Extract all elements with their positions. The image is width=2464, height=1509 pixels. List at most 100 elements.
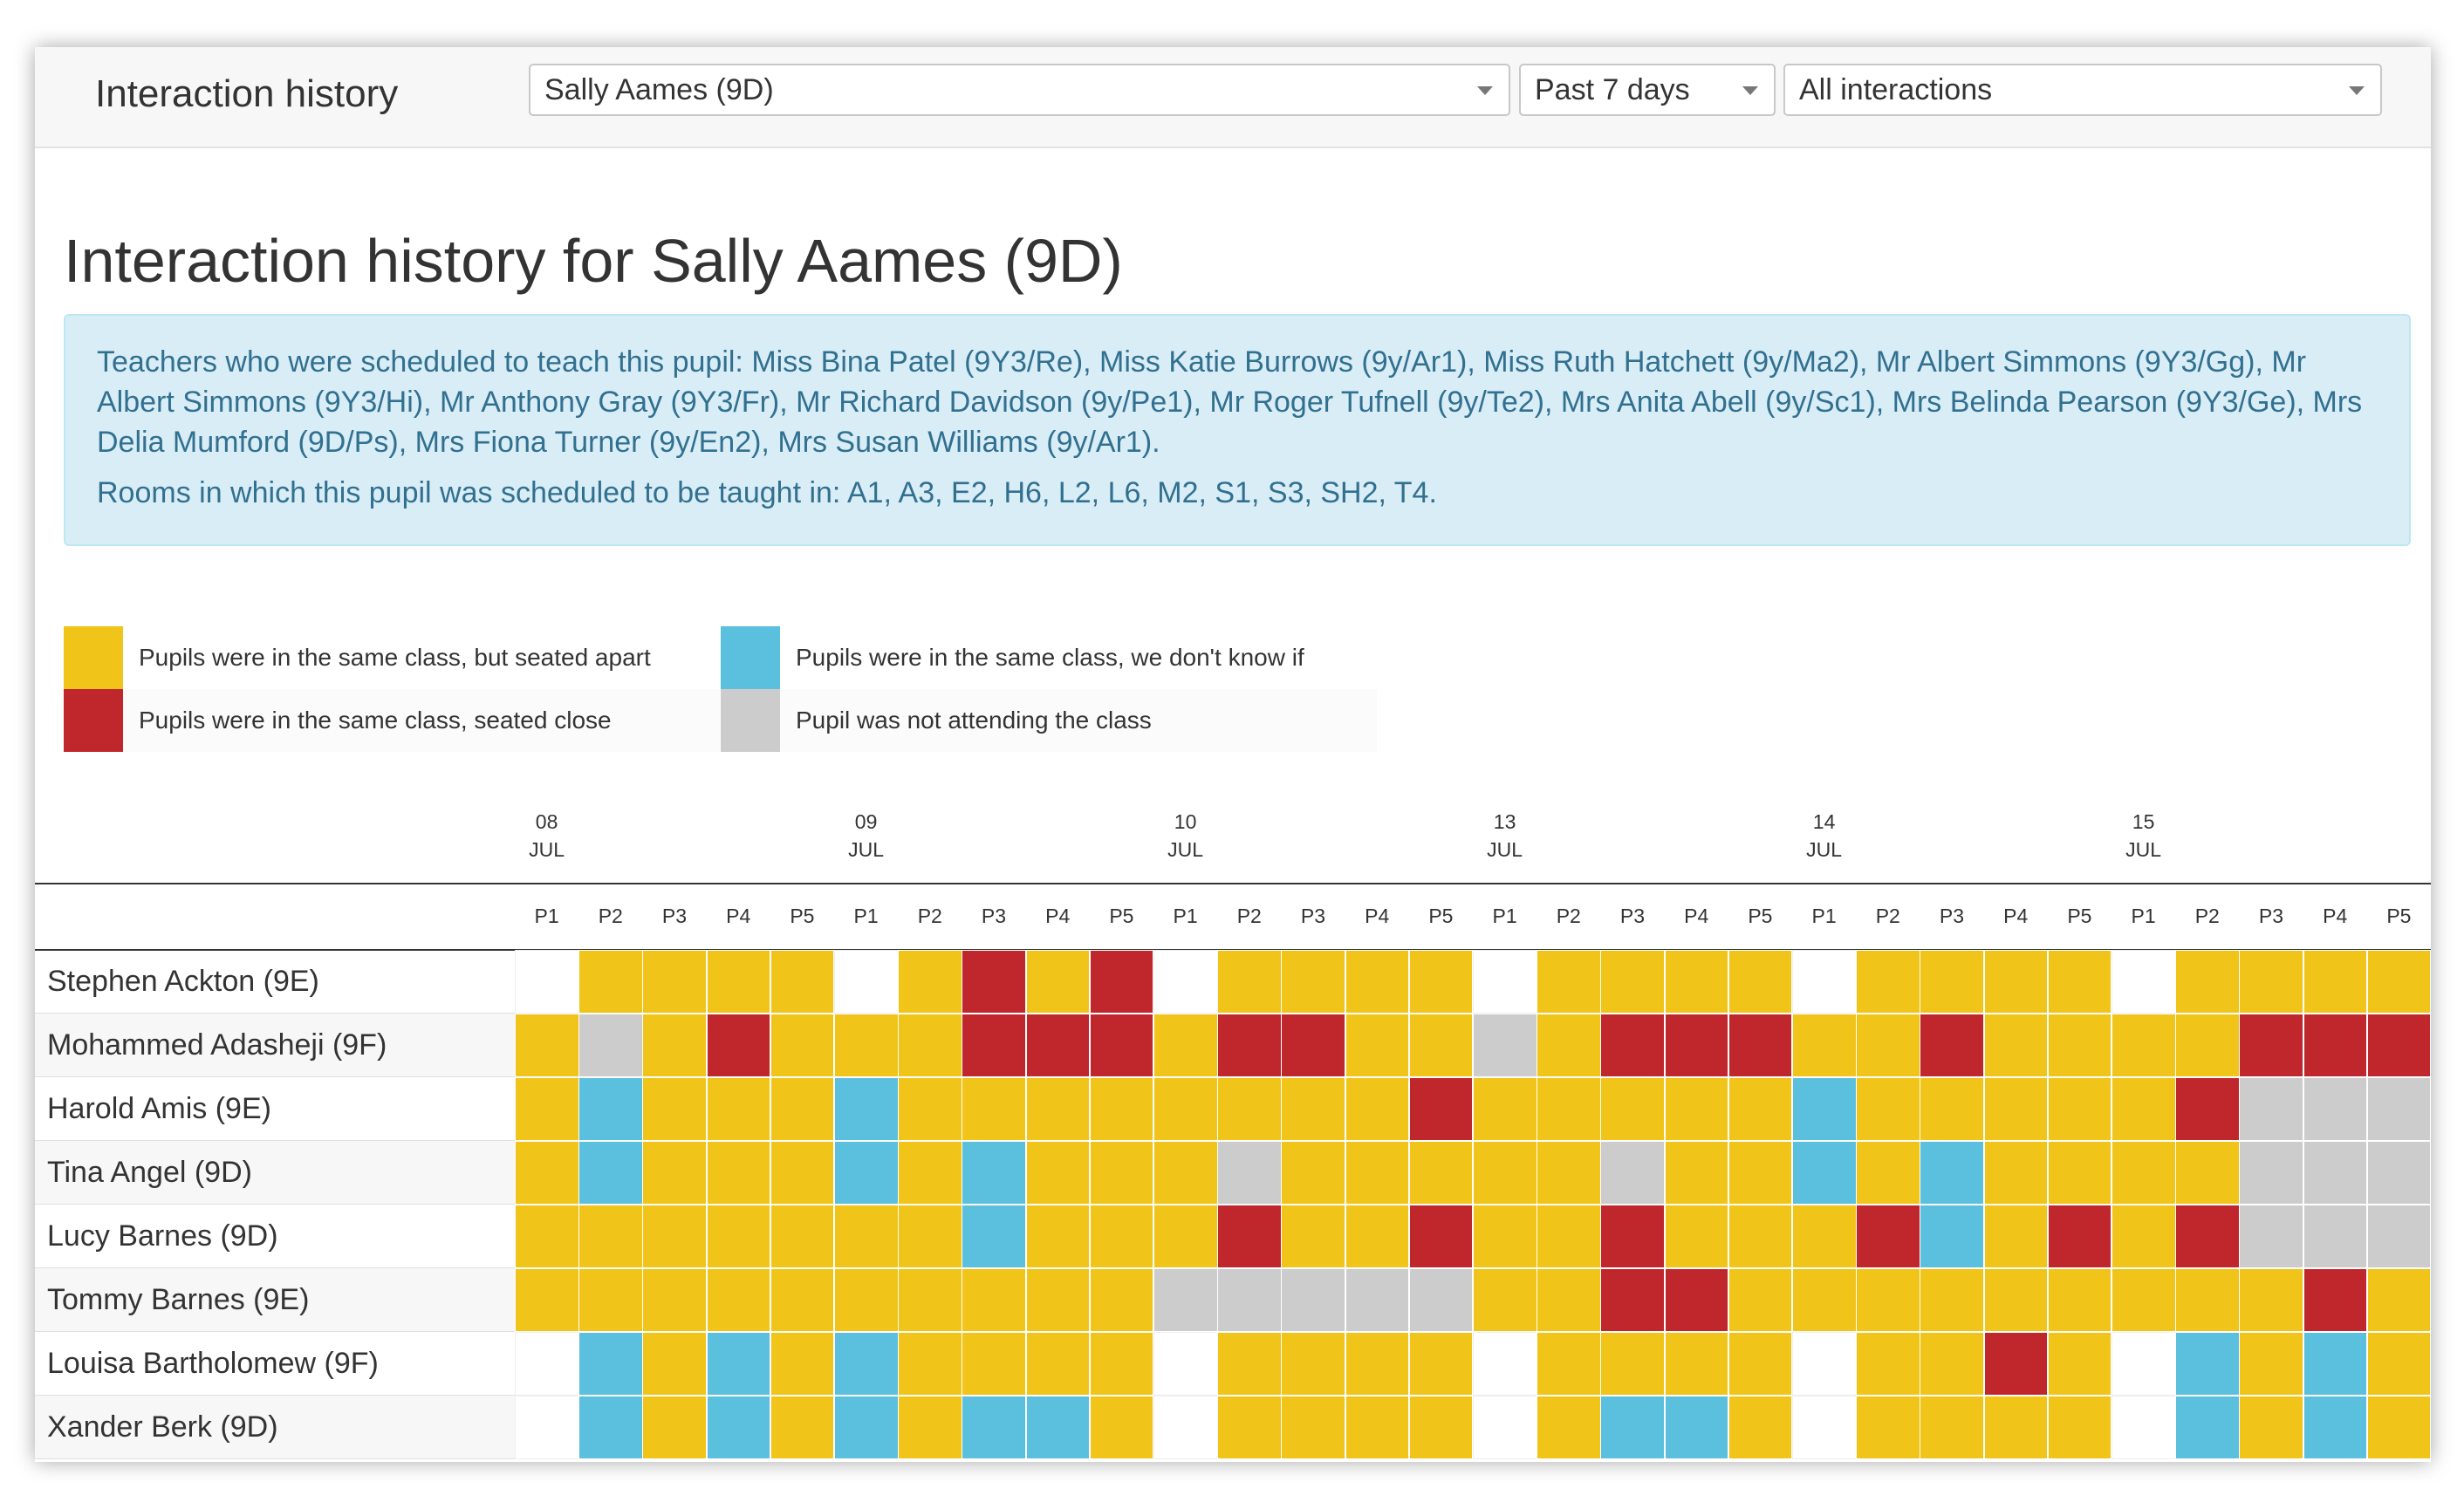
interaction-cell[interactable] [1408, 1205, 1474, 1268]
interaction-cell[interactable] [2303, 1396, 2368, 1459]
interaction-cell[interactable] [1728, 1396, 1793, 1459]
interaction-cell[interactable] [2112, 1332, 2176, 1396]
interaction-cell[interactable] [898, 950, 962, 1014]
interaction-cell[interactable] [1345, 1205, 1410, 1268]
interaction-cell[interactable] [1089, 950, 1154, 1014]
interaction-cell[interactable] [578, 1014, 643, 1077]
interaction-cell[interactable] [578, 1077, 643, 1141]
interaction-cell[interactable] [1856, 1077, 1920, 1141]
interaction-cell[interactable] [834, 1077, 899, 1141]
interaction-cell[interactable] [706, 1268, 771, 1332]
interaction-cell[interactable] [706, 1205, 771, 1268]
interaction-cell[interactable] [1664, 1396, 1729, 1459]
interaction-cell[interactable] [642, 1141, 708, 1205]
interaction-cell[interactable] [770, 950, 835, 1014]
interaction-cell[interactable] [1537, 1014, 1601, 1077]
interaction-cell[interactable] [2366, 1332, 2431, 1396]
interaction-cell[interactable] [1153, 1077, 1218, 1141]
interaction-cell[interactable] [1792, 1332, 1857, 1396]
interaction-cell[interactable] [1025, 1332, 1091, 1396]
interaction-cell[interactable] [1537, 1205, 1601, 1268]
interaction-cell[interactable] [834, 1141, 899, 1205]
interaction-cell[interactable] [1217, 1141, 1282, 1205]
interaction-cell[interactable] [1025, 950, 1091, 1014]
interaction-cell[interactable] [2175, 1268, 2240, 1332]
interaction-cell[interactable] [1856, 1396, 1920, 1459]
interaction-cell[interactable] [515, 1014, 579, 1077]
interaction-cell[interactable] [898, 1141, 962, 1205]
interaction-cell[interactable] [1473, 1077, 1537, 1141]
interaction-cell[interactable] [1089, 1077, 1154, 1141]
interaction-cell[interactable] [578, 1396, 643, 1459]
interaction-cell[interactable] [2112, 1396, 2176, 1459]
interaction-cell[interactable] [1792, 1077, 1857, 1141]
interaction-cell[interactable] [1983, 1014, 2049, 1077]
interaction-cell[interactable] [1920, 1332, 1985, 1396]
interaction-cell[interactable] [2366, 1014, 2431, 1077]
interaction-cell[interactable] [578, 1141, 643, 1205]
interaction-cell[interactable] [1664, 1141, 1729, 1205]
interaction-cell[interactable] [2239, 1268, 2304, 1332]
interaction-cell[interactable] [1281, 1077, 1346, 1141]
interaction-cell[interactable] [1408, 1332, 1474, 1396]
interaction-cell[interactable] [642, 1205, 708, 1268]
interaction-cell[interactable] [515, 1077, 579, 1141]
interaction-cell[interactable] [2239, 1014, 2304, 1077]
interaction-cell[interactable] [1728, 950, 1793, 1014]
interaction-cell[interactable] [706, 1077, 771, 1141]
interaction-cell[interactable] [1473, 1396, 1537, 1459]
interaction-cell[interactable] [834, 1268, 899, 1332]
interaction-cell[interactable] [2239, 950, 2304, 1014]
interaction-cell[interactable] [2303, 1268, 2368, 1332]
interaction-cell[interactable] [578, 1332, 643, 1396]
interaction-cell[interactable] [1153, 1014, 1218, 1077]
interaction-cell[interactable] [2366, 1141, 2431, 1205]
interaction-cell[interactable] [770, 1077, 835, 1141]
interaction-cell[interactable] [2047, 1396, 2112, 1459]
interaction-cell[interactable] [1345, 1396, 1410, 1459]
interaction-cell[interactable] [515, 950, 579, 1014]
interaction-cell[interactable] [2047, 1332, 2112, 1396]
interaction-cell[interactable] [1089, 1014, 1154, 1077]
interaction-cell[interactable] [1664, 1077, 1729, 1141]
interaction-cell[interactable] [1983, 1205, 2049, 1268]
interaction-cell[interactable] [1089, 1205, 1154, 1268]
interaction-cell[interactable] [1792, 1205, 1857, 1268]
interaction-cell[interactable] [2112, 950, 2176, 1014]
interaction-cell[interactable] [515, 1141, 579, 1205]
interaction-cell[interactable] [706, 1332, 771, 1396]
interaction-cell[interactable] [1792, 1396, 1857, 1459]
interaction-cell[interactable] [1983, 950, 2049, 1014]
interaction-cell[interactable] [1792, 1141, 1857, 1205]
interaction-cell[interactable] [1856, 1205, 1920, 1268]
interaction-cell[interactable] [898, 1332, 962, 1396]
period-select[interactable]: Past 7 days [1519, 64, 1776, 116]
interaction-cell[interactable] [1281, 1268, 1346, 1332]
interaction-cell[interactable] [1920, 1141, 1985, 1205]
interaction-cell[interactable] [2175, 1014, 2240, 1077]
interaction-cell[interactable] [2047, 1014, 2112, 1077]
interaction-cell[interactable] [1217, 1396, 1282, 1459]
interaction-cell[interactable] [1856, 1268, 1920, 1332]
interaction-cell[interactable] [1792, 1014, 1857, 1077]
interaction-cell[interactable] [578, 1205, 643, 1268]
interaction-cell[interactable] [1408, 950, 1474, 1014]
interaction-cell[interactable] [2239, 1205, 2304, 1268]
interaction-cell[interactable] [1217, 1332, 1282, 1396]
interaction-cell[interactable] [515, 1396, 579, 1459]
interaction-cell[interactable] [898, 1396, 962, 1459]
interaction-cell[interactable] [834, 1396, 899, 1459]
interaction-cell[interactable] [1025, 1077, 1091, 1141]
interaction-cell[interactable] [578, 950, 643, 1014]
interaction-cell[interactable] [2366, 950, 2431, 1014]
interaction-cell[interactable] [1537, 1141, 1601, 1205]
interaction-cell[interactable] [1600, 1268, 1666, 1332]
interaction-cell[interactable] [1600, 1141, 1666, 1205]
interaction-cell[interactable] [2175, 1396, 2240, 1459]
interaction-cell[interactable] [2047, 1205, 2112, 1268]
interaction-cell[interactable] [898, 1205, 962, 1268]
interaction-cell[interactable] [1664, 1014, 1729, 1077]
interaction-cell[interactable] [1153, 1141, 1218, 1205]
interaction-cell[interactable] [1025, 1205, 1091, 1268]
interaction-cell[interactable] [1983, 1268, 2049, 1332]
